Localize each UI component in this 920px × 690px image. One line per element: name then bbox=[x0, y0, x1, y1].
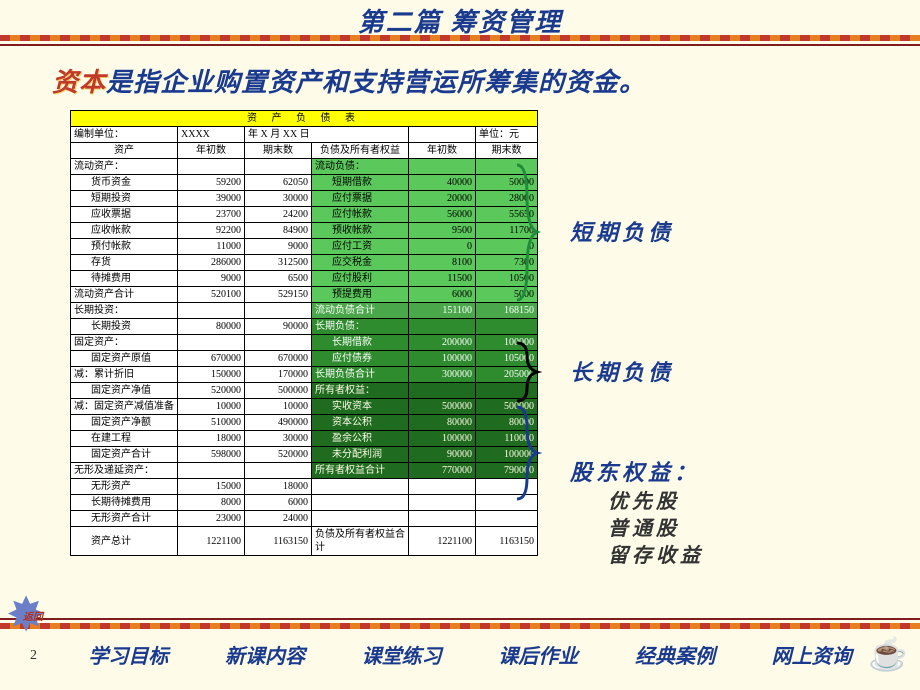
coffee-icon: ☕ bbox=[868, 635, 908, 673]
bottom-border-line bbox=[0, 618, 920, 620]
subtitle: 资本是指企业购置资产和支持营运所筹集的资金。 bbox=[52, 62, 646, 99]
return-button[interactable]: 返回 bbox=[8, 608, 58, 648]
annot-equity: 股东权益： bbox=[570, 455, 700, 487]
brace-long-liab bbox=[512, 340, 542, 404]
annot-short-liab: 短期负债 bbox=[570, 215, 674, 247]
bottom-nav: 学习目标 新课内容 课堂练习 课后作业 经典案例 网上资询 bbox=[60, 640, 880, 669]
bottom-border bbox=[0, 623, 920, 629]
subtitle-highlight: 资本 bbox=[52, 68, 106, 97]
table-header: 资 产 负 债 表 bbox=[71, 111, 538, 127]
annot-long-liab: 长期负债 bbox=[570, 355, 674, 387]
page-number: 2 bbox=[30, 648, 37, 664]
balance-sheet-table: 资 产 负 债 表 编制单位： XXXX 年 X 月 XX 日 单位：元 资产 … bbox=[70, 110, 538, 556]
nav-item-0[interactable]: 学习目标 bbox=[88, 640, 168, 669]
slide: 第二篇 筹资管理 资本是指企业购置资产和支持营运所筹集的资金。 资 产 负 债 … bbox=[0, 0, 920, 690]
nav-item-4[interactable]: 经典案例 bbox=[635, 640, 715, 669]
annot-equity-item1: 普通股 bbox=[608, 512, 680, 541]
label: 编制单位： bbox=[71, 127, 178, 143]
slide-title: 第二篇 筹资管理 bbox=[0, 2, 920, 39]
nav-item-2[interactable]: 课堂练习 bbox=[362, 640, 442, 669]
nav-item-1[interactable]: 新课内容 bbox=[225, 640, 305, 669]
brace-short-liab bbox=[512, 160, 542, 305]
top-border bbox=[0, 35, 920, 41]
annot-equity-item2: 留存收益 bbox=[608, 539, 704, 568]
subtitle-rest: 是指企业购置资产和支持营运所筹集的资金。 bbox=[106, 68, 646, 97]
nav-item-5[interactable]: 网上资询 bbox=[772, 640, 852, 669]
top-border-line bbox=[0, 44, 920, 46]
annot-equity-item0: 优先股 bbox=[608, 485, 680, 514]
nav-item-3[interactable]: 课后作业 bbox=[498, 640, 578, 669]
brace-equity bbox=[512, 404, 542, 502]
